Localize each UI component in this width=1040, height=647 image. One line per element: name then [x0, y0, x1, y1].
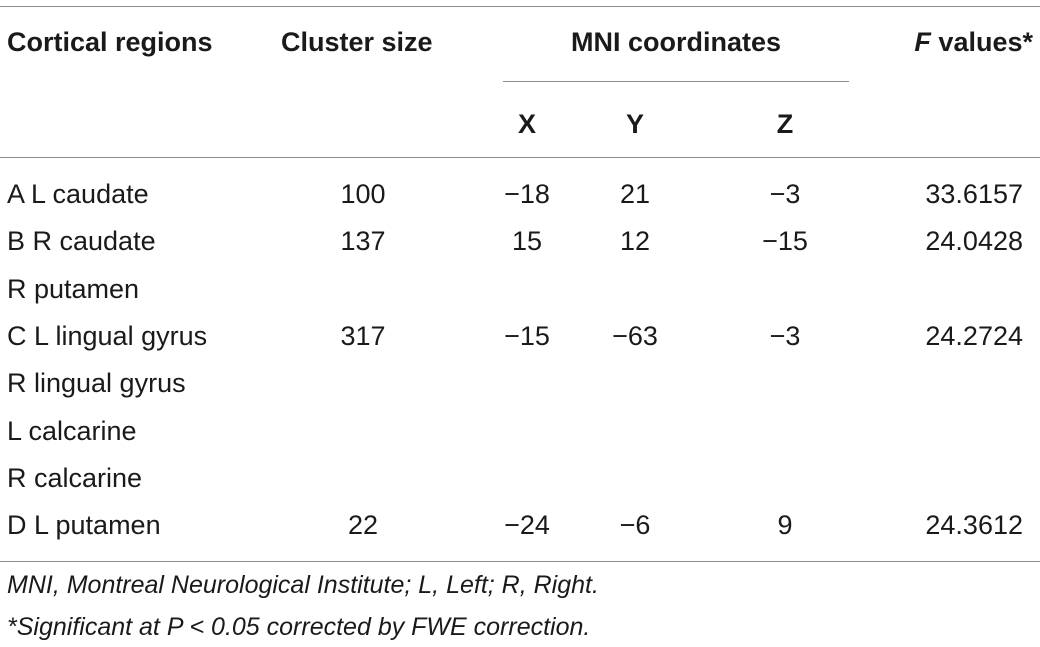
header-f-values: F values*: [914, 29, 1033, 56]
cell-x: −18: [504, 179, 550, 209]
header-y: Y: [625, 109, 645, 139]
cell-region: L calcarine: [7, 416, 137, 446]
cell-cluster: 100: [340, 179, 386, 209]
cell-y: −63: [612, 321, 658, 351]
cell-cluster: 22: [347, 510, 379, 540]
cell-x: −24: [504, 510, 550, 540]
cell-z: −3: [769, 179, 801, 209]
cell-x: 15: [511, 226, 543, 256]
table-bottom-rule: [0, 561, 1040, 562]
cell-y: 12: [619, 226, 651, 256]
cell-f: 24.0428: [925, 226, 1023, 256]
cell-z: −15: [762, 226, 808, 256]
header-x: X: [517, 109, 537, 139]
cell-z: 9: [777, 510, 793, 540]
cell-z: −3: [769, 321, 801, 351]
cell-f: 24.2724: [925, 321, 1023, 351]
footnote-significance: *Significant at P < 0.05 corrected by FW…: [7, 613, 591, 641]
cell-region: R calcarine: [7, 463, 143, 493]
table-top-rule: [0, 6, 1040, 7]
cell-region: R putamen: [7, 274, 140, 304]
cell-region: C L lingual gyrus: [7, 321, 208, 351]
mni-header-underline: [503, 81, 849, 82]
cell-x: −15: [504, 321, 550, 351]
header-f-letter: F: [914, 27, 931, 57]
cell-y: −6: [619, 510, 651, 540]
header-cortical-regions: Cortical regions: [7, 27, 213, 57]
cell-region: A L caudate: [7, 179, 149, 209]
header-mni-coordinates: MNI coordinates: [570, 27, 782, 57]
cell-region: R lingual gyrus: [7, 368, 186, 398]
cell-f: 24.3612: [925, 510, 1023, 540]
cell-y: 21: [619, 179, 651, 209]
cell-region: D L putamen: [7, 510, 161, 540]
cell-cluster: 317: [340, 321, 386, 351]
cell-cluster: 137: [340, 226, 386, 256]
header-cluster-size: Cluster size: [281, 27, 433, 57]
cell-f: 33.6157: [925, 179, 1023, 209]
header-bottom-rule: [0, 157, 1040, 158]
header-f-rest: values*: [930, 27, 1033, 57]
cell-region: B R caudate: [7, 226, 156, 256]
header-z: Z: [776, 109, 794, 139]
footnote-abbreviations: MNI, Montreal Neurological Institute; L,…: [7, 571, 599, 599]
